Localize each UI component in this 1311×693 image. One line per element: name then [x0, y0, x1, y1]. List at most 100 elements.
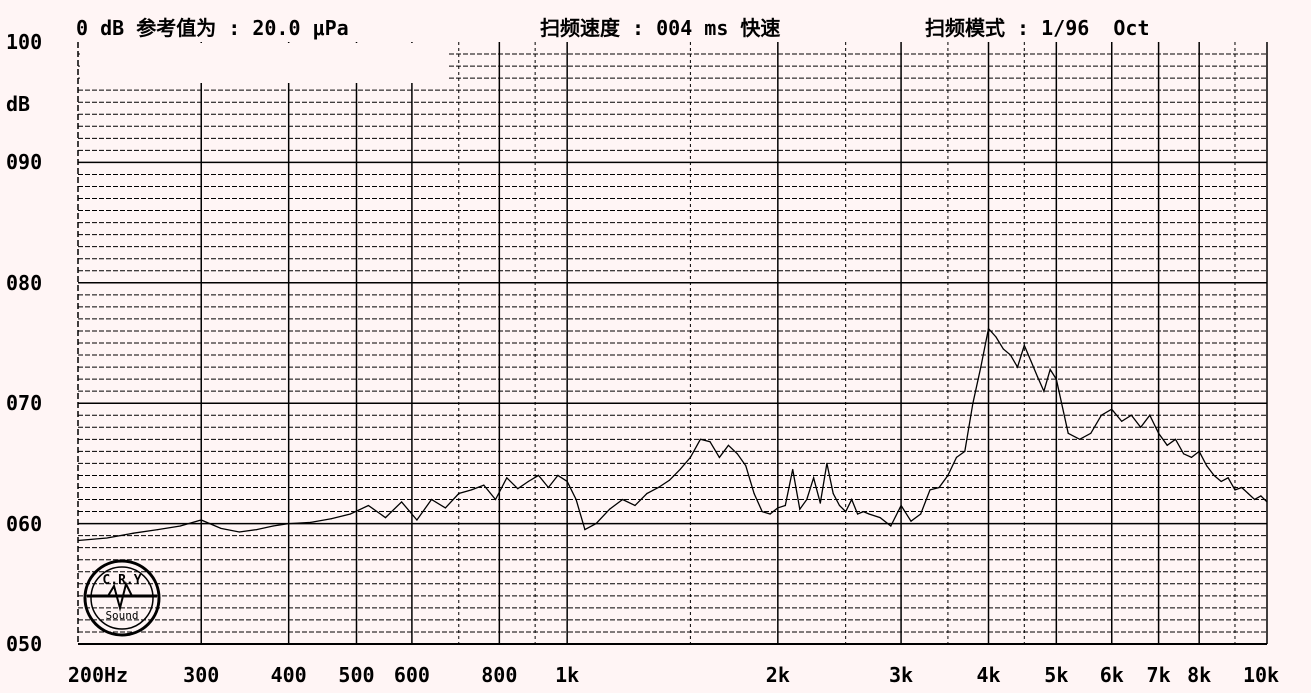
sweep-mode-text: 扫频模式 : 1/96 Oct — [925, 16, 1150, 40]
cry-sound-logo: C.R.Y Sound — [83, 559, 161, 637]
trace-point — [657, 486, 659, 489]
trace-point — [1023, 344, 1025, 347]
trace-point — [753, 492, 755, 495]
trace-point — [1049, 368, 1051, 371]
trace-point — [132, 532, 135, 534]
trace-point — [494, 498, 497, 501]
trace-point — [826, 462, 828, 464]
y-tick-label: 070 — [6, 391, 43, 416]
trace-point — [995, 336, 997, 338]
x-tick-label: 800 — [481, 663, 518, 687]
trace-point — [609, 508, 611, 510]
trace-point — [1140, 426, 1142, 428]
x-tick-label: 7k — [1146, 663, 1171, 687]
trace-point — [77, 539, 79, 542]
y-axis-unit: dB — [6, 92, 31, 116]
trace-point — [584, 529, 586, 531]
trace-point — [547, 486, 549, 489]
trace-point — [401, 501, 403, 503]
trace-point — [1090, 432, 1092, 434]
trace-point — [272, 525, 274, 527]
trace-point — [1260, 495, 1262, 497]
trace-point — [1079, 438, 1081, 440]
trace-point — [792, 468, 794, 471]
trace-point — [900, 504, 902, 507]
trace-point — [1111, 408, 1113, 410]
trace-point — [310, 521, 312, 523]
trace-point — [1227, 477, 1229, 479]
trace-point — [106, 537, 108, 539]
trace-point — [1247, 492, 1249, 495]
trace-point — [845, 510, 847, 513]
logo-top-text: C.R.Y — [102, 573, 141, 588]
trace-point — [430, 498, 433, 501]
trace-point — [699, 438, 701, 440]
trace-point — [1002, 348, 1004, 350]
y-tick-label: 090 — [6, 150, 43, 175]
trace-point — [157, 529, 159, 531]
trace-point — [709, 441, 711, 443]
sweep-speed-text: 扫频速度 : 004 ms 快速 — [540, 16, 781, 40]
trace-point — [890, 525, 892, 527]
trace-point — [1055, 378, 1057, 380]
trace-point — [238, 531, 240, 533]
trace-point — [575, 498, 577, 501]
trace-point — [1121, 420, 1123, 422]
trace-point — [1198, 450, 1200, 452]
y-tick-label: 100 — [6, 30, 43, 54]
x-tick-label: 8k — [1187, 663, 1212, 687]
trace-point — [458, 492, 460, 495]
trace-point — [862, 510, 864, 513]
trace-point — [634, 504, 636, 507]
trace-point — [566, 480, 568, 483]
trace-point — [1182, 453, 1185, 455]
trace-point — [813, 477, 815, 479]
trace-point — [1166, 444, 1168, 446]
y-tick-label: 050 — [6, 632, 43, 656]
trace-point — [920, 513, 922, 515]
trace-point — [595, 523, 597, 525]
trace-point — [987, 327, 990, 330]
x-tick-label: 2k — [765, 663, 790, 687]
y-tick-label: 080 — [6, 270, 43, 295]
trace-point — [879, 516, 881, 519]
trace-point — [856, 513, 859, 515]
trace-point — [200, 519, 202, 521]
trace-point — [621, 498, 624, 501]
x-tick-label: 3k — [889, 663, 914, 687]
trace-point — [527, 480, 529, 483]
trace-point — [1030, 360, 1032, 362]
trace-point — [947, 474, 949, 477]
trace-point — [1157, 432, 1160, 434]
trace-point — [557, 474, 559, 477]
trace-point — [506, 477, 508, 479]
trace-point — [1206, 465, 1208, 467]
trace-point — [868, 513, 870, 515]
trace-point — [727, 444, 730, 446]
trace-point — [736, 453, 738, 455]
trace-point — [517, 488, 519, 490]
plot-blank-area — [80, 43, 448, 83]
trace-point — [1266, 501, 1268, 503]
trace-point — [1130, 414, 1132, 416]
trace-point — [972, 402, 974, 404]
trace-point — [1253, 498, 1256, 501]
trace-point — [679, 468, 681, 471]
x-tick-label: 400 — [270, 663, 307, 687]
trace-point — [646, 492, 648, 495]
trace-point — [1174, 438, 1177, 440]
trace-point — [1234, 489, 1236, 491]
trace-point — [832, 492, 834, 495]
trace-point — [367, 504, 370, 507]
trace-point — [819, 502, 821, 504]
trace-point — [1100, 414, 1103, 416]
trace-point — [718, 456, 720, 458]
trace-point — [1220, 480, 1222, 483]
trace-point — [256, 529, 258, 531]
trace-point — [537, 474, 540, 477]
trace-point — [838, 504, 841, 507]
trace-point — [799, 508, 801, 510]
trace-point — [179, 525, 181, 527]
